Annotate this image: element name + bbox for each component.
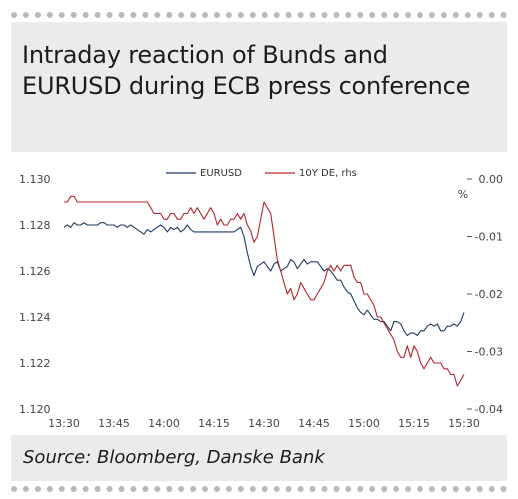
chart-series bbox=[63, 195, 465, 387]
left-tick-label: 1.124 bbox=[19, 311, 51, 324]
series-line-10y-de bbox=[64, 195, 465, 387]
x-tick-label: 15:00 bbox=[348, 417, 380, 430]
x-axis-ticks: 13:30 13:45 14:00 14:15 14:30 14:45 15:00 15:15… bbox=[48, 417, 480, 430]
chart-legend: EURUSD 10Y DE, rhs bbox=[166, 168, 357, 179]
x-tick-label: 15:30 bbox=[448, 417, 480, 430]
line-chart: EURUSD 10Y DE, rhs % 1.130 1.128 1.126 1.12… bbox=[19, 168, 503, 430]
chart-area: EURUSD 10Y DE, rhs % 1.130 1.128 1.126 1.12… bbox=[11, 152, 507, 435]
bottom-dotted-rule bbox=[11, 486, 507, 492]
top-dotted-rule bbox=[11, 12, 507, 18]
right-tick-label: -0.03 bbox=[475, 346, 503, 359]
left-y-axis-ticks: 1.130 1.128 1.126 1.124 1.122 1.120 bbox=[19, 173, 51, 416]
left-tick-label: 1.122 bbox=[19, 357, 51, 370]
x-tick-label: 14:00 bbox=[148, 417, 180, 430]
x-tick-label: 13:45 bbox=[98, 417, 130, 430]
left-tick-label: 1.120 bbox=[19, 403, 51, 416]
right-tick-label: 0.00 bbox=[479, 173, 504, 186]
right-tick-label: -0.02 bbox=[475, 288, 503, 301]
right-axis-unit: % bbox=[458, 188, 468, 201]
left-tick-label: 1.130 bbox=[19, 173, 51, 186]
left-tick-label: 1.128 bbox=[19, 219, 51, 232]
x-tick-label: 14:45 bbox=[298, 417, 330, 430]
right-y-axis-ticks: 0.00 -0.01 -0.02 -0.03 -0.04 bbox=[467, 173, 503, 416]
x-tick-label: 15:15 bbox=[398, 417, 430, 430]
legend-label-eurusd: EURUSD bbox=[200, 168, 242, 179]
series-line-eurusd bbox=[63, 222, 465, 336]
x-tick-label: 13:30 bbox=[48, 417, 80, 430]
right-tick-label: -0.01 bbox=[475, 231, 503, 244]
source-note: Source: Bloomberg, Danske Bank bbox=[23, 447, 325, 468]
x-tick-label: 14:15 bbox=[198, 417, 230, 430]
title-panel: Intraday reaction of Bunds and EURUSD du… bbox=[11, 22, 507, 152]
right-tick-label: -0.04 bbox=[475, 403, 503, 416]
left-tick-label: 1.126 bbox=[19, 265, 51, 278]
x-tick-label: 14:30 bbox=[248, 417, 280, 430]
chart-title: Intraday reaction of Bunds and EURUSD du… bbox=[22, 41, 471, 100]
legend-label-10y-de: 10Y DE, rhs bbox=[299, 168, 357, 179]
source-panel: Source: Bloomberg, Danske Bank bbox=[11, 435, 507, 481]
